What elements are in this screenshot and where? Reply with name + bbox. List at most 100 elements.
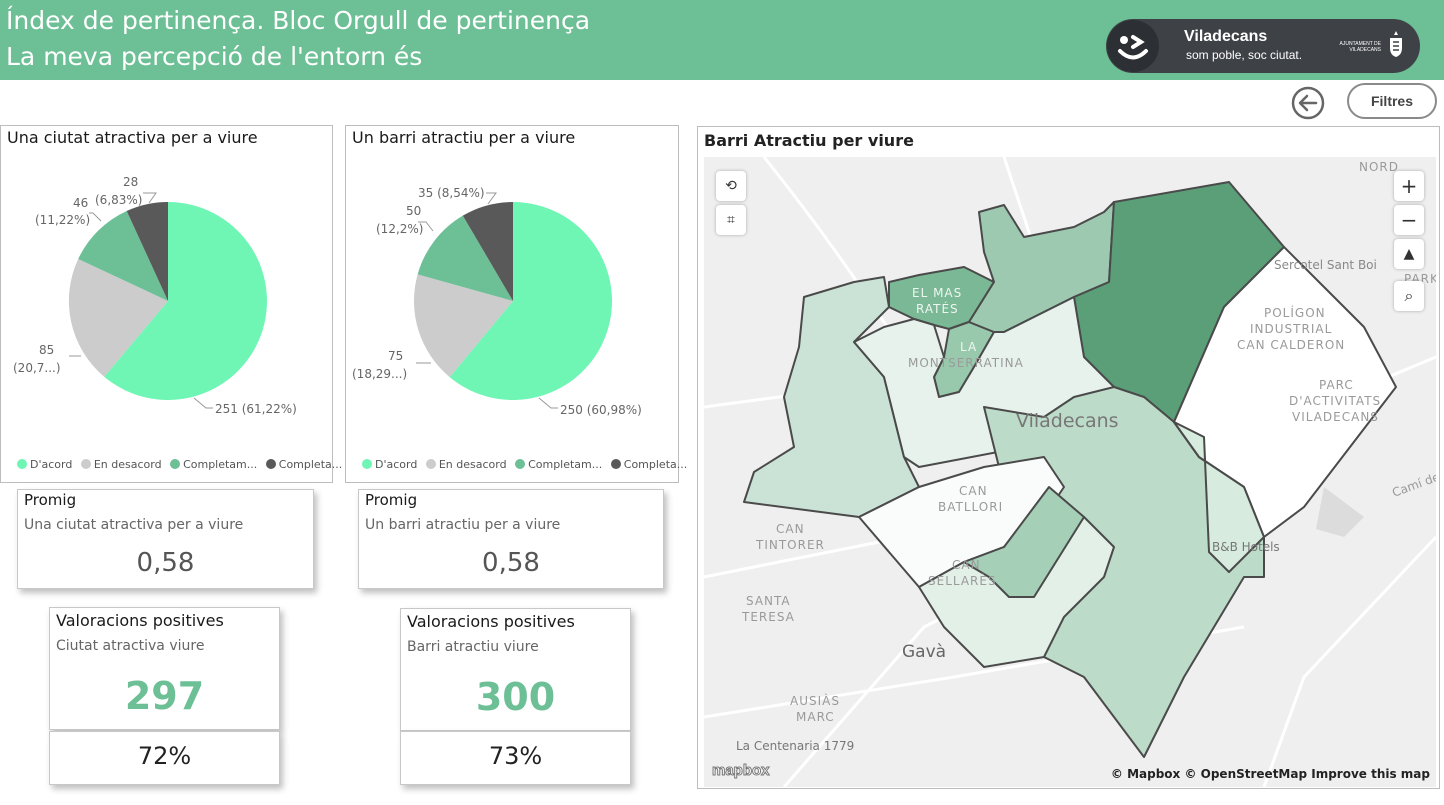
compass-button[interactable]: ▲ [1394,239,1424,269]
pie-label-dacord: 251 (61,22%) [215,402,297,416]
pie-label-desacord-b: (18,29...) [352,367,407,381]
legend-item-completament-desacord[interactable]: Completa... [265,458,342,471]
pie-label-completament-desacord-b: (6,83%) [95,193,142,207]
pie-label-desacord-a: 85 [39,343,54,357]
map-label-poligon-2: INDUSTRIAL [1250,322,1332,336]
map-label-batllori-2: BATLLORI [938,500,1003,514]
pie-slice-completament-desacord[interactable] [462,202,513,301]
map-label-montse-2: MONTSERRATINA [908,356,1024,370]
pie-legend-city: D'acord En desacord Completam... Complet… [17,458,347,471]
card-subtitle: Ciutat atractiva viure [56,638,205,654]
logo-name: Viladecans [1184,28,1268,45]
promig-card-city: Promig Una ciutat atractiva per a viure … [17,489,314,589]
valoracions-card-city: Valoracions positives Ciutat atractiva v… [49,607,280,730]
back-button[interactable] [1290,85,1326,121]
map-title: Barri Atractiu per viure [704,131,914,150]
pie-chart-city: 251 (61,22%) 85 (20,7...) 46 (11,22%) 28… [13,175,297,416]
map-panel: Barri Atractiu per viure [697,126,1440,789]
zoom-in-button[interactable]: + [1394,171,1424,201]
pie-slice-desacord[interactable] [413,274,513,378]
map-label-centenaria: La Centenaria 1779 [736,739,854,753]
pie-slice-dacord[interactable] [449,202,612,400]
industrial-block [1316,487,1364,537]
zoom-search-icon[interactable]: ⌕ [1394,281,1424,311]
district-central[interactable] [853,296,1115,468]
mapbox-logo[interactable]: mapbox [712,762,771,780]
filters-button[interactable]: Filtres [1347,83,1437,119]
pie-label-completament-acord-a: 50 [406,204,421,218]
card-title: Valoracions positives [407,612,575,631]
card-title: Promig [365,491,418,509]
pie-slice-completament-acord[interactable] [417,215,513,301]
map-label-teresa-2: TERESA [741,610,795,624]
legend-item-completament-acord[interactable]: Completam... [515,458,602,471]
legend-item-desacord[interactable]: En desacord [425,458,507,471]
pie-label-desacord-a: 75 [388,349,403,363]
map-label-mas-1: EL MAS [912,286,962,300]
map-label-poligon-1: POLÍGON [1264,305,1326,320]
rect-select-icon[interactable]: ⌗ [716,205,746,235]
map-label-ausias-2: MARC [796,710,835,724]
map-label-sercotel: Sercotel Sant Boi [1274,258,1377,272]
pie-label-completament-desacord: 35 (8,54%) [418,186,485,200]
map-label-poligon-3: CAN CALDERON [1237,338,1345,352]
legend-item-dacord[interactable]: D'acord [362,458,417,471]
logo-ajuntament: AJUNTAMENT DE VILADECANS [1339,41,1381,53]
zoom-out-button[interactable]: − [1394,205,1424,235]
pie-chart-neighbourhood: 250 (60,98%) 75 (18,29...) 50 (12,2%) 35… [352,186,642,417]
pie-slice-desacord[interactable] [68,258,168,377]
header-bar: Índex de pertinença. Bloc Orgull de pert… [0,0,1444,80]
pie-panel-city: Una ciutat atractiva per a viure 251 (61… [0,125,342,483]
legend-item-desacord[interactable]: En desacord [80,458,162,471]
map-label-tintorer-1: CAN [776,522,805,536]
card-value: 0,58 [136,548,195,578]
card-value: 0,58 [482,548,540,578]
map-label-viladecans: Viladecans [1016,410,1119,432]
pie-label-desacord-b: (20,7...) [13,361,61,375]
viladecans-logo: Viladecans som poble, soc ciutat. AJUNTA… [1106,19,1420,73]
pie-title-city: Una ciutat atractiva per a viure [7,128,258,147]
map-label-sellares-1: CAN [952,558,981,572]
map-label-ausias-1: AUSIÀS [790,693,840,708]
lasso-select-icon[interactable]: ⟲ [716,171,746,201]
map-label-parc-2: D'ACTIVITATS [1289,394,1381,408]
pie-slice-completament-acord[interactable] [78,210,168,301]
map-label-bb-hotels: B&B Hotels [1212,540,1280,554]
card-subtitle: Barri atractiu viure [407,639,539,655]
map-label-gava: Gavà [902,642,946,662]
legend-item-dacord[interactable]: D'acord [17,458,72,471]
map-label-parc-1: PARC [1319,378,1354,392]
district-south-strip[interactable] [963,486,1085,598]
percent-card-city: 72% [49,731,280,785]
pie-slice-completament-desacord[interactable] [126,201,168,301]
pie-panel-neighbourhood: Un barri atractiu per a viure 250 (60,98… [345,125,687,483]
pie-label-completament-acord-a: 46 [73,196,88,210]
logo-tagline: som poble, soc ciutat. [1186,48,1303,62]
pie-legend-neighbourhood: D'acord En desacord Completam... Complet… [362,458,692,471]
pie-label-completament-acord-b: (11,22%) [35,213,90,227]
pie-label-dacord: 250 (60,98%) [560,403,642,417]
map-canvas[interactable]: NORD PARK Sercotel Sant Boi POLÍGON INDU… [704,157,1436,787]
map-label-sellares-2: SELLARÈS [928,573,997,588]
map-attribution[interactable]: © Mapbox © OpenStreetMap Improve this ma… [1110,767,1430,781]
card-subtitle: Un barri atractiu per a viure [365,517,561,533]
pie-label-completament-desacord-a: 28 [123,175,138,189]
map-label-nord: NORD [1359,160,1399,174]
choropleth-map: NORD PARK Sercotel Sant Boi POLÍGON INDU… [704,157,1436,787]
pie-label-completament-acord-b: (12,2%) [376,222,423,236]
promig-card-neighbourhood: Promig Un barri atractiu per a viure 0,5… [358,489,664,589]
map-label-batllori-1: CAN [959,484,988,498]
map-label-mas-2: RATÉS [916,301,959,316]
page-title: Índex de pertinença. Bloc Orgull de pert… [6,6,591,35]
pie-slice-dacord[interactable] [104,202,267,401]
card-percent: 73% [488,742,543,770]
card-percent: 72% [137,742,192,770]
map-label-tintorer-2: TINTORER [755,538,825,552]
coat-of-arms-icon [1388,30,1404,58]
legend-item-completament-desacord[interactable]: Completa... [610,458,687,471]
valoracions-card-neighbourhood: Valoracions positives Barri atractiu viu… [400,608,631,731]
district-parc-activitats[interactable] [1173,421,1265,573]
legend-item-completament-acord[interactable]: Completam... [170,458,257,471]
map-label-montse-1: LA [960,340,977,354]
card-big-value: 300 [475,675,556,719]
